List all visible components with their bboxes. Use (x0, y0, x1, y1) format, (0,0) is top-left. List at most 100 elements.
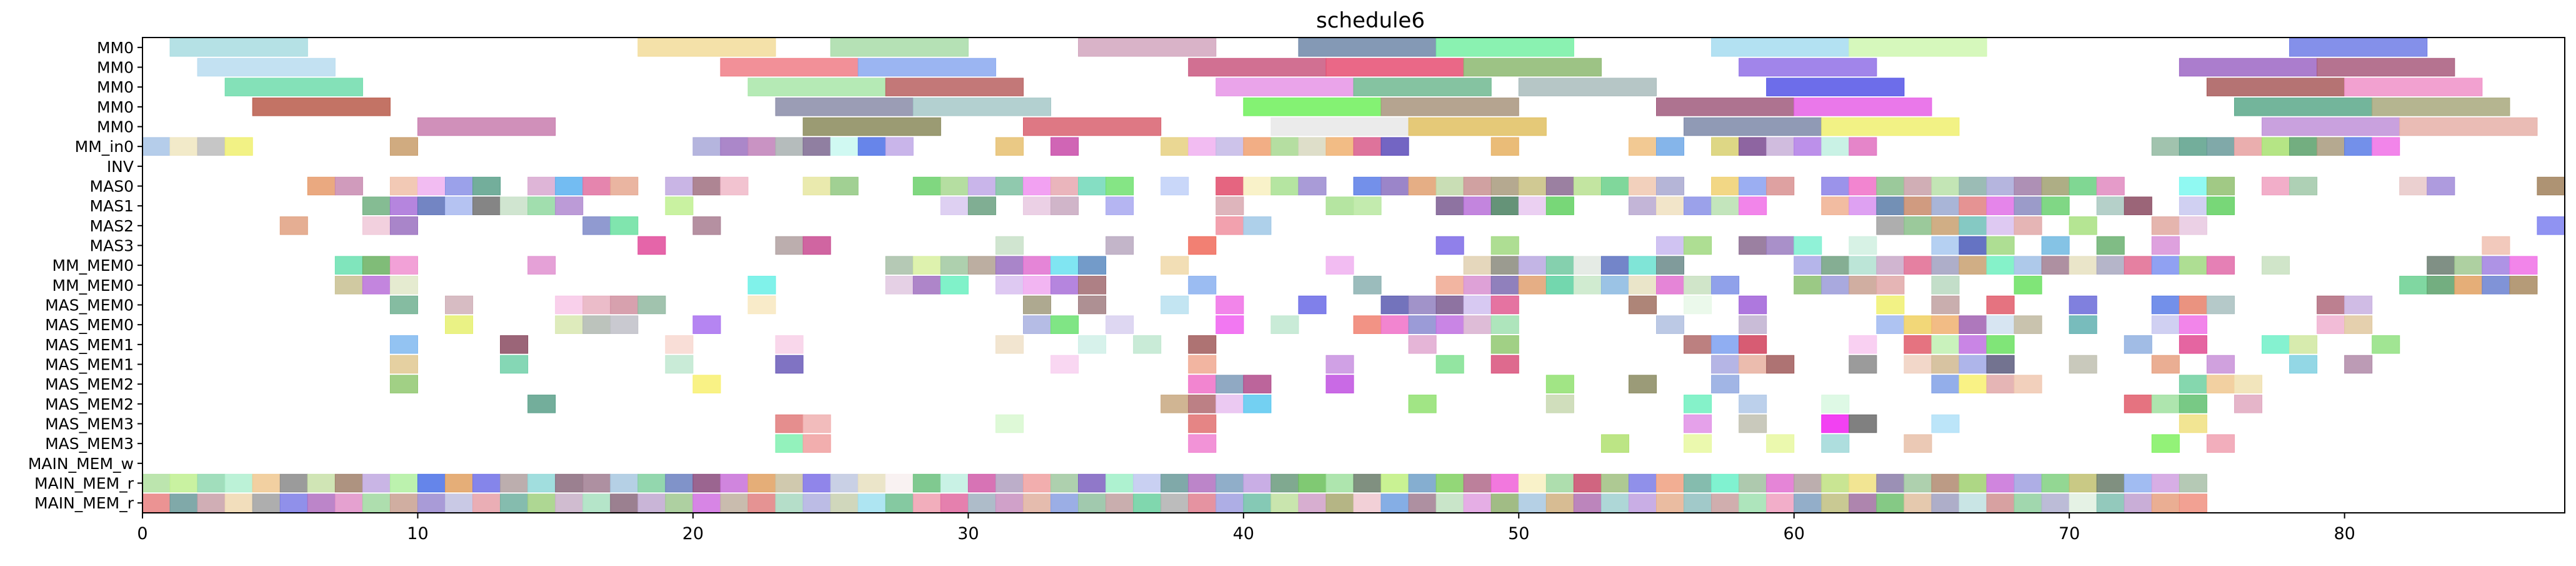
gantt-bar-479 (720, 473, 749, 493)
gantt-bar-304 (2509, 276, 2538, 295)
y-tick-label-2: MM0 (97, 78, 134, 96)
gantt-bar-133 (1904, 176, 1932, 196)
gantt-bar-475 (610, 473, 639, 493)
gantt-bar-490 (1022, 473, 1052, 493)
gantt-bar-313 (1078, 295, 1107, 315)
gantt-bar-4 (1298, 38, 1437, 57)
gantt-bar-44 (2399, 117, 2538, 136)
gantt-bar-401 (1959, 355, 1987, 374)
gantt-bar-326 (1931, 295, 1960, 315)
y-tick-label-11: MM_MEM0 (52, 256, 134, 275)
gantt-bar-394 (1490, 355, 1519, 374)
gantt-bar-2 (830, 38, 969, 57)
gantt-bar-157 (940, 196, 969, 215)
gantt-bar-335 (555, 315, 584, 334)
gantt-bar-54 (802, 137, 831, 156)
gantt-bar-198 (1931, 216, 1960, 235)
gantt-bar-176 (1849, 196, 1877, 215)
gantt-bar-500 (1298, 473, 1327, 493)
gantt-bar-87 (307, 176, 336, 196)
gantt-bar-47 (197, 137, 226, 156)
gantt-bar-298 (1931, 276, 1960, 295)
gantt-bar-139 (2069, 176, 2097, 196)
gantt-bar-487 (940, 473, 969, 493)
gantt-bar-433 (1821, 395, 1850, 413)
gantt-bar-350 (1656, 315, 1685, 334)
gantt-bar-540 (334, 493, 363, 512)
gantt-bar-488 (967, 473, 996, 493)
gantt-bar-397 (1766, 355, 1795, 374)
gantt-bar-22 (1353, 78, 1492, 96)
gantt-bar-256 (1986, 256, 2015, 275)
gantt-bar-117 (1408, 176, 1437, 196)
gantt-bar-136 (1986, 176, 2015, 196)
gantt-bar-152 (472, 196, 501, 215)
gantt-bar-603 (2069, 493, 2097, 512)
gantt-bar-42 (1821, 117, 1960, 136)
gantt-bar-119 (1463, 176, 1492, 196)
gantt-bar-575 (1298, 493, 1327, 512)
gantt-bar-431 (1684, 395, 1712, 413)
gantt-bar-275 (912, 276, 941, 295)
gantt-bar-179 (1931, 196, 1960, 215)
x-tick-label-5: 50 (1508, 524, 1529, 543)
gantt-bar-312 (1022, 295, 1052, 315)
gantt-bar-166 (1463, 196, 1492, 215)
gantt-bar-287 (1545, 276, 1574, 295)
gantt-bar-607 (2179, 493, 2207, 512)
gantt-bar-216 (1739, 236, 1767, 255)
gantt-bar-372 (1490, 335, 1519, 354)
gantt-bar-100 (802, 176, 831, 196)
gantt-bar-296 (1849, 276, 1877, 295)
gantt-bar-278 (1022, 276, 1052, 295)
gantt-bar-69 (1490, 137, 1519, 156)
gantt-bar-116 (1380, 176, 1409, 196)
gantt-bar-59 (1051, 137, 1079, 156)
gantt-bar-151 (445, 196, 474, 215)
gantt-bar-113 (1271, 176, 1299, 196)
gantt-bar-553 (692, 493, 721, 512)
gantt-bar-362 (2344, 315, 2373, 334)
gantt-bar-110 (1161, 176, 1189, 196)
gantt-bar-505 (1435, 473, 1464, 493)
gantt-bar-509 (1545, 473, 1574, 493)
gantt-bar-147 (2537, 176, 2565, 196)
gantt-bar-156 (665, 196, 694, 215)
gantt-bar-183 (2041, 196, 2070, 215)
gantt-bar-168 (1518, 196, 1547, 215)
gantt-bar-453 (1766, 434, 1795, 453)
gantt-bar-489 (995, 473, 1024, 493)
gantt-bar-402 (1986, 355, 2015, 374)
gantt-bar-246 (1600, 256, 1629, 275)
gantt-bar-19 (747, 78, 886, 96)
gantt-bar-547 (527, 493, 556, 512)
x-tick-label-2: 20 (682, 524, 704, 543)
gantt-bar-462 (252, 473, 281, 493)
gantt-bar-187 (2206, 196, 2235, 215)
gantt-bar-182 (2014, 196, 2042, 215)
gantt-bar-342 (1216, 315, 1244, 334)
gantt-bar-61 (1188, 137, 1217, 156)
gantt-bar-52 (747, 137, 776, 156)
gantt-bar-409 (692, 375, 721, 393)
gantt-bar-395 (1711, 355, 1740, 374)
x-tick-label-3: 30 (957, 524, 979, 543)
gantt-bar-109 (1106, 176, 1134, 196)
gantt-bar-533 (142, 493, 171, 512)
gantt-bar-480 (747, 473, 776, 493)
gantt-bar-482 (802, 473, 831, 493)
gantt-bar-0 (169, 38, 308, 57)
gantt-bar-436 (2179, 395, 2207, 413)
gantt-bar-341 (1106, 315, 1134, 334)
gantt-bar-111 (1216, 176, 1244, 196)
gantt-bar-472 (527, 473, 556, 493)
y-tick-label-6: INV (107, 158, 134, 176)
gantt-bar-13 (1325, 58, 1464, 77)
gantt-bar-164 (1353, 196, 1382, 215)
gantt-bar-43 (2262, 117, 2400, 136)
gantt-bar-97 (665, 176, 694, 196)
gantt-bar-68 (1380, 137, 1409, 156)
gantt-bar-210 (1106, 236, 1134, 255)
gantt-bar-45 (142, 137, 171, 156)
gantt-bar-294 (1794, 276, 1822, 295)
